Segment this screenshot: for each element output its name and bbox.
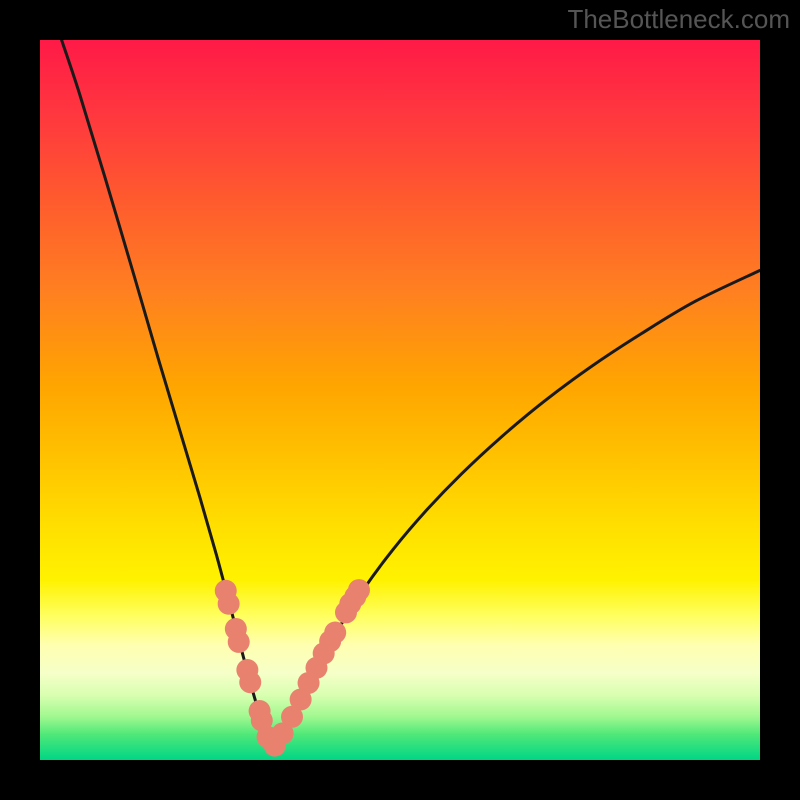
- curve-marker: [348, 579, 370, 601]
- curve-marker: [324, 622, 346, 644]
- stage: TheBottleneck.com: [0, 0, 800, 800]
- curve-marker: [239, 671, 261, 693]
- frame-border: [0, 760, 800, 800]
- frame-border: [760, 0, 800, 800]
- chart-svg: [0, 0, 800, 800]
- gradient-background: [40, 40, 760, 760]
- watermark-text: TheBottleneck.com: [567, 4, 790, 35]
- frame-border: [0, 0, 40, 800]
- curve-marker: [218, 593, 240, 615]
- curve-marker: [228, 631, 250, 653]
